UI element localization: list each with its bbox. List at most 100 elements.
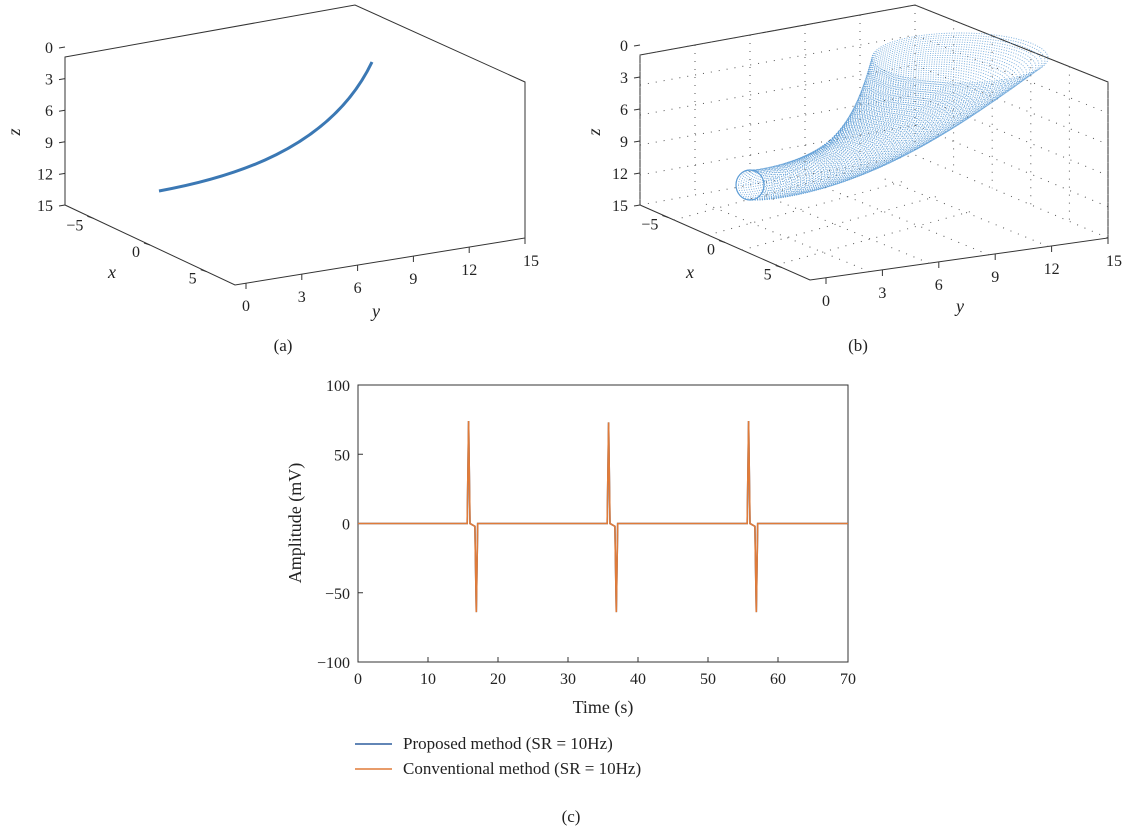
z-tick-mark [633,44,641,47]
z-tick-mark [633,172,641,175]
surface-ring [781,158,823,194]
x-tick-label: 5 [189,271,197,288]
x-tick-label: 50 [700,671,716,688]
z-tick-mark [633,76,641,79]
y-tick-label: 6 [354,280,362,297]
surface-ring [866,50,1025,100]
surface-ring [858,74,992,122]
surface-ring [852,88,971,134]
surface-ring [757,166,790,200]
surface-ring [812,140,874,180]
z-tick-label: 15 [37,198,53,215]
panel-a-caption: (a) [274,336,293,355]
surface-ring [850,92,965,138]
surface-ring [827,126,905,168]
surface-ring [740,169,770,201]
panel-b-x-label: x [685,262,694,282]
surface-ring [832,120,917,163]
panel-c-y-ticks: 100 50 0 −50 −100 [317,378,363,672]
surface-ring [861,67,1001,116]
panel-c-x-label: Time (s) [573,697,634,718]
panel-c-legend: Proposed method (SR = 10Hz) Conventional … [355,734,641,778]
surface-ring [835,117,923,160]
panel-a-3d-plot: 0 3 6 9 12 15 −5 0 5 0 3 6 9 12 15 z x y (a) [4,4,539,355]
panel-a-z-label: z [4,128,24,136]
surface-ring [750,167,781,200]
surface-ring [868,43,1034,94]
y-tick-label: 0 [342,517,350,534]
surface-ring [851,90,968,136]
surface-ring [828,125,908,167]
x-tick-mark [775,265,782,268]
y-tick-label: 12 [461,262,477,279]
surface-ring [800,148,853,187]
surface-ring [743,169,773,201]
z-tick-mark [58,204,66,207]
y-tick-label: 50 [334,447,350,464]
surface-ring [871,32,1049,84]
z-tick-mark [633,140,641,143]
surface-ring [867,48,1028,98]
surface-end-cap [735,169,765,201]
panel-b-z-ticks: 0 3 6 9 12 15 [612,38,641,215]
surface-ring [839,112,932,156]
surface-ring [820,134,890,174]
x-tick-label: 0 [132,244,140,261]
panel-b-surface-scatter [735,32,1049,201]
grid-line [818,184,989,256]
surface-ring [853,86,974,133]
surface-ring [866,52,1022,102]
y-tick-label: 0 [242,298,250,315]
y-tick-label: 100 [326,378,350,395]
surface-ring [861,65,1004,114]
z-tick-label: 15 [612,198,628,215]
panel-c-x-ticks: 0 10 20 30 40 50 60 70 [354,657,856,688]
z-tick-mark [58,78,66,81]
surface-ring [783,157,826,194]
panel-b-x-ticks: −5 0 5 [641,215,782,284]
surface-ring [826,128,902,169]
z-tick-label: 6 [45,103,53,120]
z-tick-label: 9 [620,134,628,151]
x-tick-label: 0 [354,671,362,688]
surface-ring [855,82,980,129]
y-tick-label: 6 [935,277,943,294]
surface-ring [787,155,832,192]
surface-ring [847,98,956,143]
panel-a-trajectory-line [158,61,374,193]
surface-ring [824,129,899,171]
surface-ring [817,136,884,177]
surface-ring [836,115,926,159]
grid-line [759,192,930,264]
surface-ring [764,164,799,198]
surface-ring [843,105,944,149]
z-tick-label: 6 [620,102,628,119]
x-tick-mark [87,215,94,219]
surface-ring [766,163,802,198]
x-tick-mark [143,242,151,246]
x-tick-label: 40 [630,671,646,688]
series-line-1 [358,420,848,613]
surface-ring [854,84,977,131]
x-tick-mark [662,215,669,218]
panel-b-z-label: z [584,128,604,136]
panel-c-time-series-chart: 0 10 20 30 40 50 60 70 100 50 0 −50 −100 Time (s) A… [285,378,856,826]
z-tick-mark [58,46,66,49]
z-tick-label: 9 [45,135,53,152]
y-tick-label: 0 [822,293,830,310]
x-tick-label: 30 [560,671,576,688]
surface-ring [768,163,805,198]
y-tick-label: 12 [1044,261,1060,278]
y-tick-label: 9 [409,271,417,288]
surface-ring [834,119,920,161]
y-tick-label: 3 [878,285,886,302]
z-tick-label: 0 [45,40,53,57]
panel-b-y-ticks: 0 3 6 9 12 15 [822,238,1122,310]
z-tick-label: 3 [45,72,53,89]
x-tick-label: 20 [490,671,506,688]
series-line-2 [358,420,848,613]
panel-c-caption: (c) [562,807,581,826]
surface-ring [794,152,844,189]
panel-b-y-label: y [954,296,964,316]
